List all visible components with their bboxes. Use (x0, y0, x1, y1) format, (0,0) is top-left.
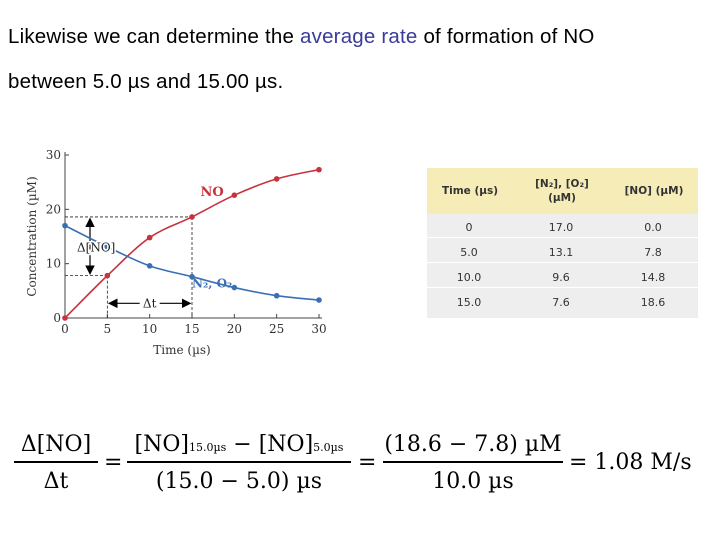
intro-highlight: average rate (300, 25, 418, 48)
table-cell: 5.0 (460, 246, 478, 259)
x-tick-label: 5 (104, 322, 112, 336)
series-point-0 (273, 176, 280, 182)
data-table: Time (µs) [N₂], [O₂] (µM) [NO] (µM) 0 17… (427, 168, 698, 318)
y-tick-label: 0 (53, 311, 61, 325)
fraction-bar (127, 461, 351, 463)
equals-sign: = (104, 450, 123, 475)
x-tick-label: 20 (227, 322, 242, 336)
y-axis-label: Concentration (µM) (25, 176, 39, 296)
series-point-0 (104, 272, 111, 279)
table-cell: 7.8 (644, 246, 662, 259)
equation-middle-denominator: (15.0 − 5.0) µs (155, 468, 323, 494)
series-point-1 (189, 273, 195, 280)
table-cell: 13.1 (548, 246, 574, 259)
intro-line-2: between 5.0 µs and 15.00 µs. (8, 70, 284, 93)
x-tick-label: 10 (142, 322, 157, 336)
chart-axes: 0 5 10 15 20 25 30 0 10 20 30 Time (µs) Concentratio… (25, 148, 327, 357)
chart-guides (65, 216, 193, 318)
equation-rhs-numerator: (18.6 − 7.8) µM (384, 432, 562, 457)
equation-rhs: (18.6 − 7.8) µM 10.0 µs (383, 432, 563, 494)
table-cell: 14.8 (640, 271, 666, 284)
no-term-b-subscript: 5.0µs (313, 441, 344, 454)
table-cell: 9.6 (552, 271, 570, 284)
y-tick-label: 20 (46, 202, 61, 216)
equation-lhs-numerator: Δ[NO] (20, 432, 92, 457)
x-axis-label: Time (µs) (153, 343, 210, 357)
series-point-1 (146, 263, 153, 269)
table-cell: 0.0 (644, 221, 662, 234)
series-point-1 (273, 292, 280, 299)
table-cell: 15.0 (456, 296, 482, 309)
table-header-no: [NO] (µM) (624, 185, 684, 197)
series-point-1 (104, 244, 111, 250)
y-tick-label: 10 (46, 257, 61, 271)
equation-lhs-denominator: Δt (43, 468, 69, 494)
equation-middle: [NO]15.0µs − [NO]5.0µs (15.0 − 5.0) µs (127, 432, 351, 494)
chart-labels: Δ[NO] Δt NO N₂, O₂ (76, 185, 233, 311)
equation-rhs-denominator: 10.0 µs (432, 468, 514, 494)
table-divider (427, 237, 698, 238)
series-point-0 (231, 192, 238, 199)
no-term-b: − [NO] (226, 432, 314, 457)
chart-series (62, 166, 322, 321)
series-point-1 (231, 284, 238, 291)
fraction-bar (14, 461, 98, 463)
delta-t-label: Δt (143, 296, 157, 310)
table-cell: 17.0 (548, 221, 574, 234)
concentration-chart: 0 5 10 15 20 25 30 0 10 20 30 Time (µs) Concentratio… (25, 148, 327, 357)
series-point-0 (146, 234, 153, 241)
table-header-time: Time (µs) (441, 185, 499, 197)
series-point-1 (62, 222, 68, 229)
equals-sign: = (358, 450, 377, 475)
rate-equation: Δ[NO] Δt = [NO]15.0µs − [NO]5.0µs (15.0 … (14, 425, 714, 505)
y-tick-label: 30 (46, 148, 61, 162)
intro-line-1-post: of formation of NO (423, 25, 595, 48)
x-tick-label: 0 (61, 322, 69, 336)
intro-text: Likewise we can determine the average ra… (8, 14, 714, 104)
no-term-a-subscript: 15.0µs (188, 441, 227, 454)
no-term-a: [NO] (134, 432, 189, 457)
table-cell: 0 (465, 221, 473, 234)
equation-result: = 1.08 M/s (569, 450, 692, 475)
equation-middle-numerator: [NO]15.0µs − [NO]5.0µs (127, 432, 351, 461)
fraction-bar (383, 461, 563, 463)
series-point-0 (316, 166, 322, 173)
x-tick-label: 30 (311, 322, 326, 336)
x-tick-label: 15 (184, 322, 199, 336)
table-cell: 7.6 (552, 296, 570, 309)
table-header (427, 168, 698, 214)
equation-lhs: Δ[NO] Δt (14, 432, 98, 494)
intro-line-1: Likewise we can determine the average ra… (8, 14, 714, 59)
table-header-n2-o2: [N₂], [O₂] (µM) (535, 178, 589, 204)
table-divider (427, 287, 698, 288)
intro-line-1-pre: Likewise we can determine the (8, 25, 295, 48)
delta-no-label: Δ[NO] (77, 240, 115, 254)
series-label-no: NO (200, 185, 223, 200)
table-divider (427, 262, 698, 263)
table-cell: 10.0 (456, 271, 482, 284)
series-label-n2-o2: N₂, O₂ (192, 277, 232, 291)
table-cell: 18.6 (640, 296, 666, 309)
series-point-0 (189, 214, 195, 220)
series-point-0 (62, 315, 68, 321)
x-tick-label: 25 (269, 322, 284, 336)
series-point-1 (316, 297, 322, 303)
